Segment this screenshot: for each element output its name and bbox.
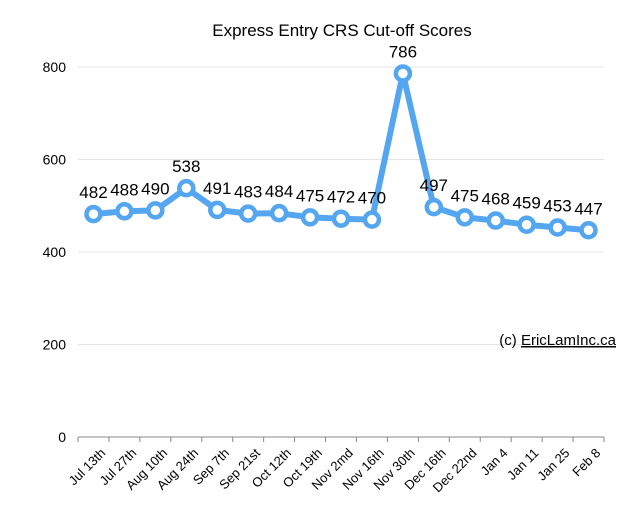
- data-label-0: 482: [79, 183, 107, 202]
- data-point-9: [362, 210, 382, 229]
- y-tick-label-4: 800: [43, 59, 67, 75]
- data-label-14: 459: [512, 194, 540, 213]
- data-label-9: 470: [358, 189, 386, 208]
- data-label-6: 484: [265, 182, 293, 201]
- y-tick-label-0: 0: [58, 429, 66, 445]
- data-label-10: 786: [389, 42, 417, 61]
- data-point-14: [517, 215, 536, 234]
- data-label-16: 447: [574, 199, 602, 218]
- data-label-1: 488: [110, 180, 138, 199]
- y-axis: 0 200 400 600 800: [43, 59, 67, 445]
- copyright-annotation: (c) EricLamInc.ca: [499, 332, 616, 349]
- data-point-0: [84, 204, 103, 224]
- data-label-12: 475: [451, 186, 479, 205]
- data-point-5: [238, 204, 258, 223]
- data-point-4: [207, 200, 227, 220]
- y-tick-label-2: 400: [43, 244, 67, 260]
- copyright-link[interactable]: EricLamInc.ca: [521, 332, 617, 349]
- data-point-12: [455, 208, 475, 227]
- data-point-3: [177, 178, 196, 198]
- data-point-2: [146, 201, 165, 220]
- data-point-15: [548, 218, 567, 237]
- gridlines: [78, 66, 604, 345]
- chart-title: Express Entry CRS Cut-off Scores: [212, 21, 472, 40]
- x-tick-label-16: Feb 8: [569, 445, 603, 479]
- data-label-5: 483: [234, 183, 262, 202]
- data-label-13: 468: [482, 190, 510, 209]
- data-label-7: 475: [296, 186, 324, 205]
- x-tick-label-14: Jan 11: [504, 445, 542, 483]
- data-point-1: [115, 202, 134, 221]
- data-label-3: 538: [172, 157, 200, 176]
- data-point-8: [331, 209, 351, 228]
- data-point-6: [269, 203, 289, 223]
- data-label-2: 490: [141, 179, 169, 198]
- series: [84, 64, 598, 240]
- y-tick-label-1: 200: [43, 337, 67, 353]
- x-tick-label-15: Jan 25: [534, 445, 572, 483]
- data-point-11: [424, 197, 444, 217]
- data-label-4: 491: [203, 179, 231, 198]
- data-label-11: 497: [420, 176, 448, 195]
- data-point-10: [393, 64, 413, 83]
- data-point-16: [579, 221, 598, 240]
- y-tick-label-3: 600: [43, 152, 67, 168]
- data-point-13: [486, 211, 505, 230]
- data-label-15: 453: [543, 196, 571, 215]
- data-label-8: 472: [327, 188, 355, 207]
- data-point-7: [300, 208, 320, 227]
- copyright-prefix: (c): [499, 332, 521, 349]
